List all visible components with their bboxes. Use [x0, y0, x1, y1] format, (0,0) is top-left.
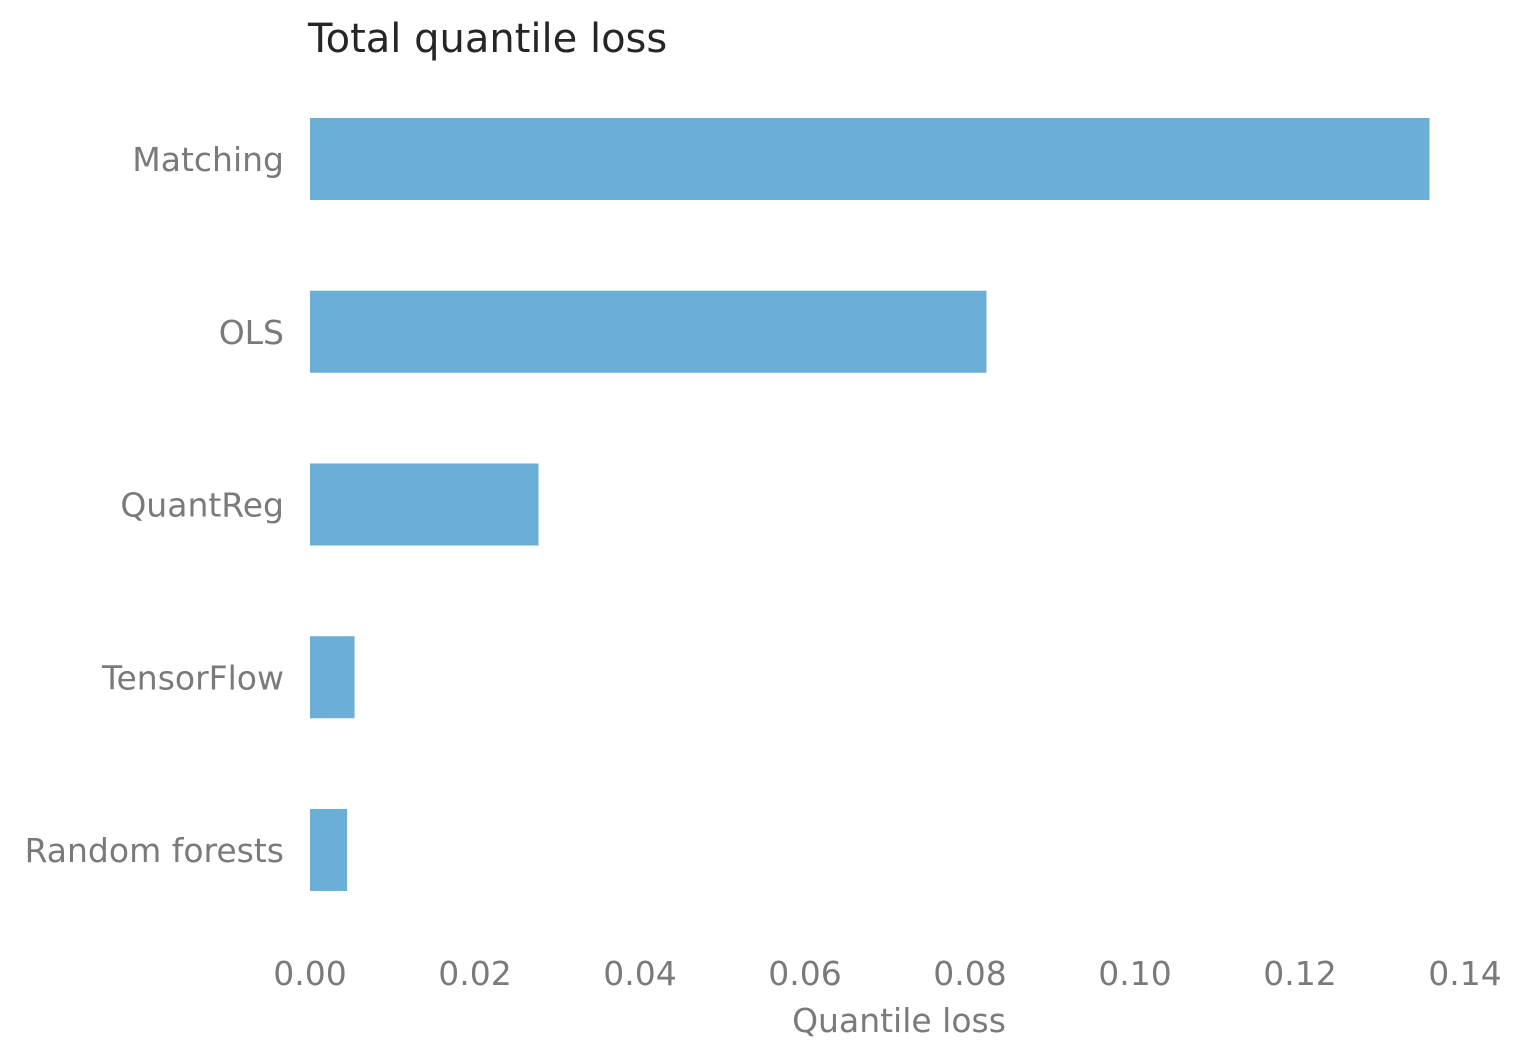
x-tick-label: 0.04	[603, 954, 676, 993]
category-label: TensorFlow	[101, 658, 284, 697]
x-tick-label: 0.06	[768, 954, 841, 993]
bars-group	[310, 118, 1430, 891]
chart-title: Total quantile loss	[307, 16, 667, 62]
category-label: Matching	[132, 140, 284, 179]
category-label: Random forests	[25, 831, 284, 870]
x-tick-label: 0.12	[1263, 954, 1336, 993]
category-label: QuantReg	[120, 486, 284, 525]
x-tick-label: 0.02	[438, 954, 511, 993]
bar-tensorflow	[310, 636, 355, 719]
x-tick-label: 0.08	[933, 954, 1006, 993]
category-label: OLS	[219, 313, 284, 352]
x-axis-title: Quantile loss	[792, 1001, 1006, 1040]
bar-matching	[310, 118, 1430, 200]
category-labels: Matching OLS QuantReg TensorFlow Random fore…	[25, 140, 284, 870]
bar-random-forests	[310, 809, 348, 891]
x-tick-label: 0.10	[1098, 954, 1171, 993]
x-tick-label: 0.14	[1428, 954, 1501, 993]
x-axis-ticks: 0.00 0.02 0.04 0.06 0.08 0.10 0.12 0.14	[273, 954, 1501, 993]
x-tick-label: 0.00	[273, 954, 346, 993]
bar-quantreg	[310, 463, 539, 546]
bar-ols	[310, 290, 987, 373]
